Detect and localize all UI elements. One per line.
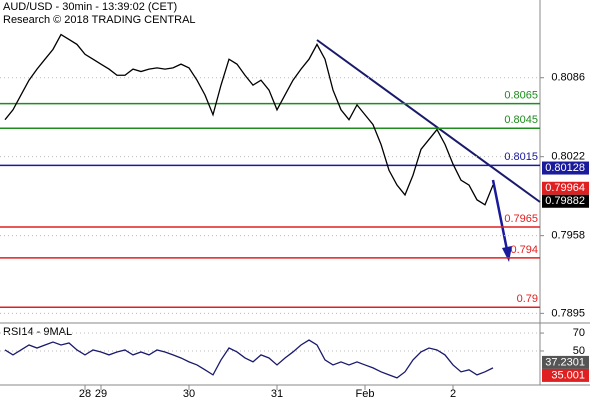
x-tick-label: 31	[271, 388, 283, 400]
price-box	[542, 161, 589, 175]
price-box-label: 0.79882	[545, 195, 585, 207]
level-label: 0.79	[517, 293, 538, 305]
series-line	[4, 339, 494, 379]
price-box	[542, 181, 589, 195]
trendline	[316, 39, 541, 203]
chart-title: AUD/USD - 30min - 13:39:02 (CET)	[3, 1, 177, 13]
level-label: 0.8015	[504, 151, 538, 163]
level-label: 0.7965	[504, 213, 538, 225]
y-tick-label: 0.8086	[551, 72, 585, 84]
y-tick-label: 0.7895	[551, 307, 585, 319]
y-tick-label: 0.7958	[551, 230, 585, 242]
level-label: 0.8065	[504, 90, 538, 102]
y-tick-label: 50	[573, 345, 585, 357]
forecast-arrow	[491, 179, 509, 251]
x-tick-label: 30	[183, 388, 195, 400]
level-label: 0.8045	[504, 114, 538, 126]
rsi-title: RSI14 - 9MAL	[3, 326, 72, 338]
x-tick-label: 29	[95, 388, 107, 400]
price-box	[542, 368, 589, 382]
x-tick-label: Feb	[356, 388, 375, 400]
series-line	[4, 33, 494, 206]
x-tick-label: 28	[79, 388, 91, 400]
price-box	[542, 355, 589, 369]
price-box-label: 35.001	[551, 369, 585, 381]
level-label: 0.794	[510, 244, 538, 256]
y-tick-label: 0.8022	[551, 151, 585, 163]
x-tick-label: 2	[450, 388, 456, 400]
price-box-label: 0.80128	[545, 162, 585, 174]
price-box-label: 0.79964	[545, 182, 585, 194]
chart-subtitle: Research © 2018 TRADING CENTRAL	[3, 14, 196, 26]
price-box	[542, 194, 589, 208]
price-box-label: 37.2301	[545, 356, 585, 368]
y-tick-label: 70	[573, 327, 585, 339]
